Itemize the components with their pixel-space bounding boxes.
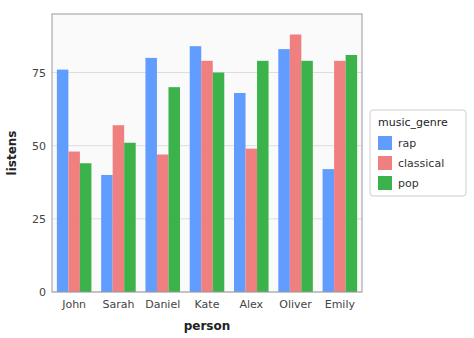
bar <box>301 61 313 292</box>
legend-label: classical <box>398 157 444 170</box>
x-tick-label: Kate <box>195 298 220 311</box>
bar <box>334 61 346 292</box>
y-tick-label: 25 <box>32 213 46 226</box>
bar <box>246 149 258 292</box>
bar <box>145 58 157 292</box>
plot-frame <box>52 14 362 292</box>
bar <box>257 61 269 292</box>
y-tick-label: 50 <box>32 140 46 153</box>
legend-label: pop <box>398 177 419 190</box>
y-tick-label: 75 <box>32 67 46 80</box>
bar <box>113 125 125 292</box>
bar <box>157 154 169 292</box>
legend-swatch <box>378 136 392 150</box>
y-axis-label: listens <box>5 131 19 176</box>
x-tick-label: Daniel <box>145 298 180 311</box>
bar <box>101 175 113 292</box>
legend-label: rap <box>398 137 416 150</box>
bar <box>168 87 180 292</box>
bar <box>57 70 69 292</box>
bar <box>278 49 290 292</box>
legend: music_genrerap classical pop <box>370 110 466 196</box>
bar <box>234 93 246 292</box>
bars <box>57 34 357 292</box>
x-tick-label: Oliver <box>279 298 312 311</box>
x-tick-label: Alex <box>239 298 263 311</box>
x-axis-label: person <box>184 319 231 333</box>
bar <box>68 152 80 292</box>
bar <box>346 55 358 292</box>
bar <box>290 34 302 292</box>
plot-area <box>52 14 362 292</box>
legend-swatch <box>378 176 392 190</box>
bar <box>80 163 92 292</box>
chart: 0 25 50 75 John Sarah Daniel Kate Alex Oliver Emil… <box>0 0 474 338</box>
bar <box>190 46 202 292</box>
bar <box>124 143 136 292</box>
x-tick-label: Emily <box>325 298 356 311</box>
x-tick-label: John <box>61 298 86 311</box>
legend-swatch <box>378 156 392 170</box>
x-tick-label: Sarah <box>102 298 134 311</box>
legend-title: music_genre <box>378 116 448 129</box>
bar <box>213 73 225 292</box>
bar <box>201 61 213 292</box>
y-tick-label: 0 <box>39 286 46 299</box>
bar <box>323 169 335 292</box>
legend-box <box>370 110 466 196</box>
chart-container: 0 25 50 75 John Sarah Daniel Kate Alex Oliver Emil… <box>0 0 474 338</box>
